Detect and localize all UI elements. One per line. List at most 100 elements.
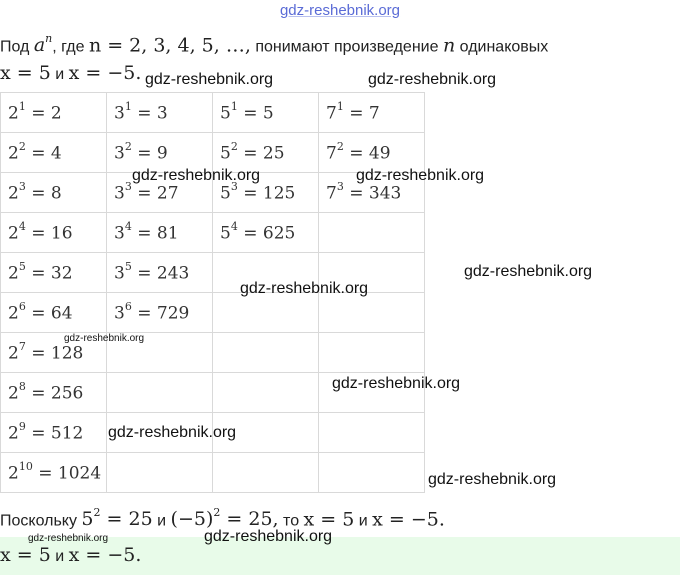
power-value: = 27 <box>137 183 179 204</box>
power-base: 2 <box>8 383 19 404</box>
intro-line-2: x = 5 и x = −5. <box>0 62 141 84</box>
watermark: gdz-reshebnik.org <box>332 375 461 392</box>
power-value: = 125 <box>243 183 296 204</box>
power-base: 3 <box>114 103 125 124</box>
watermark: gdz-reshebnik.org <box>132 167 261 184</box>
power-base: 2 <box>8 423 19 444</box>
table-cell <box>212 372 319 413</box>
table-cell: 210 = 1024 <box>0 452 107 493</box>
watermark: gdz-reshebnik.org <box>64 333 145 344</box>
answer-formula-x5: x = 5 <box>0 544 51 566</box>
table-cell <box>318 412 425 453</box>
table-cell: 21 = 2 <box>0 92 107 133</box>
table-cell: 51 = 5 <box>212 92 319 133</box>
power-value: = 343 <box>349 183 402 204</box>
power-base: 2 <box>8 303 19 324</box>
conclusion-line: Поскольку 52 = 25 и (−5)2 = 25, то x = 5… <box>0 506 445 531</box>
table-cell: 36 = 729 <box>106 292 213 333</box>
power-value: = 8 <box>31 183 62 204</box>
power-value: = 49 <box>349 143 391 164</box>
table-cell <box>318 452 425 493</box>
conclusion-text: Поскольку <box>0 512 82 530</box>
table-row: 24 = 16 34 = 81 54 = 625 <box>0 212 425 253</box>
table-row: 210 = 1024 <box>0 452 425 493</box>
answer-text: и <box>50 548 69 565</box>
power-base: 2 <box>8 183 19 204</box>
table-cell: 26 = 64 <box>0 292 107 333</box>
power-exponent: 2 <box>336 139 344 153</box>
formula-minus5-squared: (−5)2 = 25, <box>170 506 279 531</box>
power-exponent: 3 <box>336 179 344 193</box>
power-exponent: 1 <box>18 99 26 113</box>
table-cell: 28 = 256 <box>0 372 107 413</box>
intro-text: понимают произведение <box>250 38 443 56</box>
power-base: 2 <box>8 143 19 164</box>
power-base: 3 <box>114 303 125 324</box>
power-base: 3 <box>114 263 125 284</box>
table-row: 23 = 8 33 = 27 53 = 125 73 = 343 <box>0 172 425 213</box>
table-cell <box>106 452 213 493</box>
powers-table: 21 = 2 31 = 3 51 = 5 71 = 7 22 = 4 32 = 9 52 =… <box>0 92 425 493</box>
conclusion-text: и <box>354 512 373 530</box>
power-exponent: 4 <box>230 219 238 233</box>
table-cell: 32 = 9 <box>106 132 213 173</box>
table-row: 22 = 4 32 = 9 52 = 25 72 = 49 <box>0 132 425 173</box>
table-cell: 31 = 3 <box>106 92 213 133</box>
power-value: = 9 <box>137 143 168 164</box>
table-cell: 23 = 8 <box>0 172 107 213</box>
formula-x5: x = 5 <box>303 508 355 531</box>
power-base: 2 <box>8 103 19 124</box>
power-value: = 2 <box>31 103 62 124</box>
table-cell: 73 = 343 <box>318 172 425 213</box>
power-base: 7 <box>326 183 337 204</box>
power-exponent: 6 <box>18 299 26 313</box>
power-base: 2 <box>8 343 19 364</box>
power-value: = 128 <box>31 343 84 364</box>
intro-text: одинаковых <box>455 38 549 56</box>
power-base: 2 <box>8 463 19 484</box>
watermark: gdz-reshebnik.org <box>28 533 109 544</box>
table-row: 28 = 256 <box>0 372 425 413</box>
table-cell: 54 = 625 <box>212 212 319 253</box>
watermark: gdz-reshebnik.org <box>240 280 369 297</box>
formula-5-squared: 52 = 25 <box>81 506 153 531</box>
watermark: gdz-reshebnik.org <box>145 71 274 88</box>
power-value: = 256 <box>31 383 84 404</box>
power-value: = 5 <box>243 103 274 124</box>
watermark: gdz-reshebnik.org <box>108 424 237 441</box>
formula-a: an <box>33 32 53 57</box>
power-exponent: 9 <box>18 419 26 433</box>
table-cell: 22 = 4 <box>0 132 107 173</box>
power-exponent: 5 <box>124 259 132 273</box>
table-cell: 71 = 7 <box>318 92 425 133</box>
power-exponent: 2 <box>18 139 26 153</box>
power-exponent: 4 <box>124 219 132 233</box>
power-exponent: 1 <box>230 99 238 113</box>
table-cell <box>212 452 319 493</box>
power-value: = 625 <box>243 223 296 244</box>
table-row: 27 = 128 <box>0 332 425 373</box>
formula-x5: x = 5 <box>0 62 51 84</box>
conclusion-text: и <box>152 512 171 530</box>
power-exponent: 5 <box>18 259 26 273</box>
intro-text: , где <box>52 38 89 56</box>
table-cell: 27 = 128 <box>0 332 107 373</box>
answer-formula-x-minus5: x = −5. <box>68 544 142 566</box>
table-cell: 35 = 243 <box>106 252 213 293</box>
power-exponent: 3 <box>18 179 26 193</box>
table-cell <box>212 332 319 373</box>
site-header-link[interactable]: gdz-reshebnik.org <box>279 2 401 19</box>
power-value: = 243 <box>137 263 190 284</box>
power-value: = 64 <box>31 303 73 324</box>
power-value: = 7 <box>349 103 380 124</box>
table-row: 29 = 512 <box>0 412 425 453</box>
power-base: 3 <box>114 223 125 244</box>
watermark: gdz-reshebnik.org <box>368 71 497 88</box>
power-value: = 32 <box>31 263 73 284</box>
watermark: gdz-reshebnik.org <box>428 471 557 488</box>
conclusion-text: то <box>278 512 304 530</box>
formula-n: n <box>442 34 456 57</box>
table-cell: 29 = 512 <box>0 412 107 453</box>
table-row: 25 = 32 35 = 243 <box>0 252 425 293</box>
power-base: 7 <box>326 103 337 124</box>
